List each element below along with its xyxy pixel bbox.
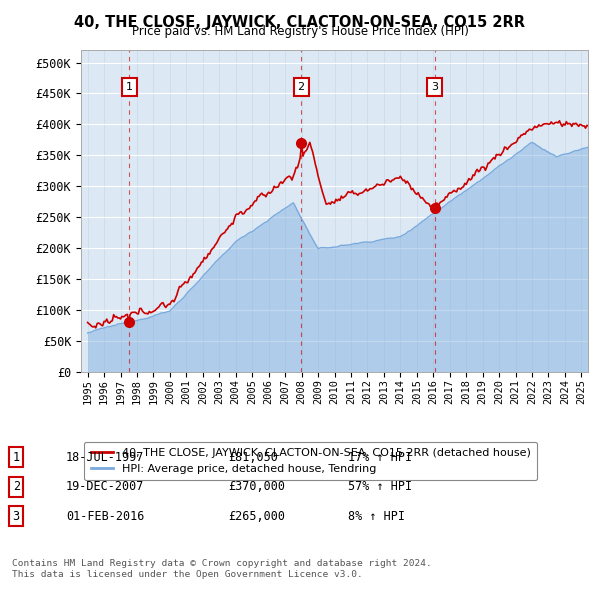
Text: Price paid vs. HM Land Registry's House Price Index (HPI): Price paid vs. HM Land Registry's House …: [131, 25, 469, 38]
Text: 3: 3: [431, 82, 438, 92]
Text: 1: 1: [126, 82, 133, 92]
Text: £81,050: £81,050: [228, 451, 278, 464]
Text: 57% ↑ HPI: 57% ↑ HPI: [348, 480, 412, 493]
Text: 2: 2: [298, 82, 305, 92]
Text: 18-JUL-1997: 18-JUL-1997: [66, 451, 145, 464]
Text: 3: 3: [13, 510, 20, 523]
Legend: 40, THE CLOSE, JAYWICK, CLACTON-ON-SEA, CO15 2RR (detached house), HPI: Average : 40, THE CLOSE, JAYWICK, CLACTON-ON-SEA, …: [84, 441, 538, 480]
Text: 1: 1: [13, 451, 20, 464]
Text: 40, THE CLOSE, JAYWICK, CLACTON-ON-SEA, CO15 2RR: 40, THE CLOSE, JAYWICK, CLACTON-ON-SEA, …: [74, 15, 526, 30]
Text: 17% ↑ HPI: 17% ↑ HPI: [348, 451, 412, 464]
Text: This data is licensed under the Open Government Licence v3.0.: This data is licensed under the Open Gov…: [12, 571, 363, 579]
Text: £370,000: £370,000: [228, 480, 285, 493]
Text: 8% ↑ HPI: 8% ↑ HPI: [348, 510, 405, 523]
Text: 19-DEC-2007: 19-DEC-2007: [66, 480, 145, 493]
Text: 2: 2: [13, 480, 20, 493]
Text: Contains HM Land Registry data © Crown copyright and database right 2024.: Contains HM Land Registry data © Crown c…: [12, 559, 432, 568]
Text: £265,000: £265,000: [228, 510, 285, 523]
Text: 01-FEB-2016: 01-FEB-2016: [66, 510, 145, 523]
